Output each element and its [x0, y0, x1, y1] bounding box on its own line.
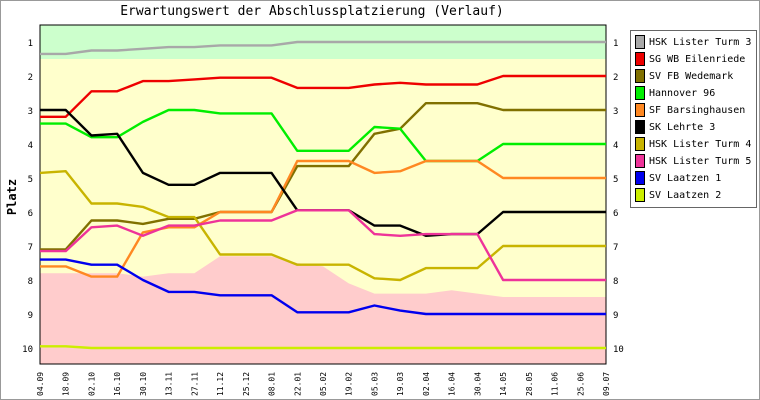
legend-item: SV Laatzen 2	[635, 187, 721, 203]
legend-label: HSK Lister Turm 3	[649, 36, 752, 48]
legend-item: SV Laatzen 1	[635, 170, 721, 186]
legend-swatch	[635, 154, 645, 168]
y-tick-label-right: 8	[613, 277, 618, 287]
y-tick-label-right: 6	[613, 209, 618, 219]
y-tick-label-right: 10	[613, 345, 624, 355]
y-tick-label-left: 9	[28, 311, 33, 321]
legend-item: HSK Lister Turm 3	[635, 34, 751, 50]
legend-item: SG WB Eilenriede	[635, 51, 745, 67]
y-tick-label-left: 10	[22, 345, 33, 355]
series-line	[40, 101, 606, 251]
x-tick-label: 25.12	[242, 372, 251, 396]
x-tick-label: 11.06	[551, 372, 560, 396]
plot-border	[39, 24, 607, 365]
chart-title: Erwartungswert der Abschlussplatzierung …	[120, 4, 504, 19]
legend-swatch	[635, 69, 645, 83]
x-tick-label: 19.03	[396, 372, 405, 396]
legend-item: HSK Lister Turm 4	[635, 136, 751, 152]
x-tick-label: 04.09	[36, 372, 45, 396]
y-tick-label-right: 1	[613, 39, 618, 49]
legend-swatch	[635, 188, 645, 202]
x-tick-label: 16.04	[448, 372, 457, 396]
legend-swatch	[635, 171, 645, 185]
legend-swatch	[635, 103, 645, 117]
series-line	[40, 74, 606, 119]
legend-item: SF Barsinghausen	[635, 102, 745, 118]
y-tick-label-left: 2	[28, 73, 33, 83]
series-line	[40, 209, 606, 282]
legend-item: SK Lehrte 3	[635, 119, 715, 135]
x-tick-label: 30.10	[139, 372, 148, 396]
legend-label: HSK Lister Turm 5	[649, 155, 752, 167]
band-pink	[40, 256, 606, 364]
x-tick-label: 28.05	[525, 372, 534, 396]
y-tick-label-right: 7	[613, 243, 618, 253]
legend-label: SF Barsinghausen	[649, 104, 746, 116]
x-tick-label: 05.02	[319, 372, 328, 396]
y-tick-label-right: 9	[613, 311, 618, 321]
x-tick-label: 16.10	[113, 372, 122, 396]
y-tick-label-right: 4	[613, 141, 618, 151]
x-tick-label: 19.02	[345, 372, 354, 396]
legend-label: Hannover 96	[649, 87, 716, 99]
y-tick-label-left: 8	[28, 277, 33, 287]
legend-swatch	[635, 52, 645, 66]
legend-swatch	[635, 86, 645, 100]
legend-swatch	[635, 120, 645, 134]
x-tick-label: 02.04	[422, 372, 431, 396]
legend-label: SV Laatzen 1	[649, 172, 722, 184]
x-tick-label: 25.06	[576, 372, 585, 396]
x-tick-label: 14.05	[499, 372, 508, 396]
series-line	[40, 159, 606, 278]
series-line	[39, 169, 606, 282]
legend-item: HSK Lister Turm 5	[635, 153, 751, 169]
y-tick-label-right: 5	[613, 175, 618, 185]
x-tick-label: 18.09	[62, 372, 71, 396]
y-tick-label-left: 7	[28, 243, 33, 253]
legend-swatch	[635, 35, 645, 49]
legend-item: Hannover 96	[635, 85, 715, 101]
series-line	[40, 258, 606, 316]
legend-label: SG WB Eilenriede	[649, 53, 746, 65]
x-tick-label: 22.01	[293, 372, 302, 396]
x-tick-label: 05.03	[370, 372, 379, 396]
y-tick-label-left: 3	[28, 107, 33, 117]
legend: HSK Lister Turm 3 SG WB Eilenriede SV FB W…	[630, 30, 757, 208]
x-tick-label: 30.04	[473, 372, 482, 396]
y-tick-label-right: 3	[613, 107, 618, 117]
legend-label: SV FB Wedemark	[649, 70, 734, 82]
y-tick-label-left: 4	[28, 141, 33, 151]
legend-label: SK Lehrte 3	[649, 121, 716, 133]
series-line	[40, 345, 606, 350]
y-tick-label-right: 2	[613, 73, 618, 83]
legend-label: SV Laatzen 2	[649, 189, 722, 201]
x-tick-label: 13.11	[165, 372, 174, 396]
x-tick-label: 27.11	[190, 372, 199, 396]
y-tick-label-left: 5	[28, 175, 33, 185]
y-tick-label-left: 1	[28, 39, 33, 49]
y-tick-label-left: 6	[28, 209, 33, 219]
legend-item: SV FB Wedemark	[635, 68, 733, 84]
series-line	[40, 108, 606, 163]
legend-label: HSK Lister Turm 4	[649, 138, 752, 150]
legend-swatch	[635, 137, 645, 151]
x-tick-label: 11.12	[216, 372, 225, 396]
series-line	[40, 40, 606, 56]
x-tick-label: 09.07	[602, 372, 611, 396]
x-tick-label: 02.10	[87, 372, 96, 396]
x-tick-label: 08.01	[268, 372, 277, 396]
